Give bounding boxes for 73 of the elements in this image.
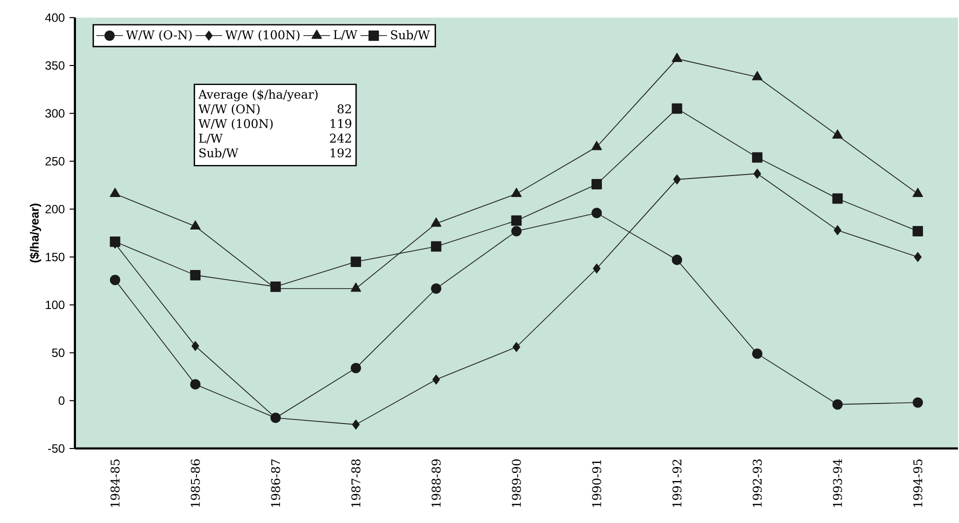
y-axis-title: ($/ha/year) [30, 203, 42, 262]
annotation: L/W [199, 134, 223, 144]
point [511, 215, 522, 226]
point [110, 188, 120, 197]
point [350, 362, 362, 374]
annotation: 242 [330, 133, 351, 142]
point [190, 270, 201, 280]
y-tick-label: 150 [46, 252, 64, 262]
annotation: 82 [338, 104, 351, 114]
point [914, 252, 922, 262]
point [352, 419, 360, 430]
x-tick-label: 1994-95 [913, 459, 922, 507]
annotation: W/W (100N) [198, 118, 273, 130]
legend-label: W/W (O-N) [126, 30, 192, 41]
y-tick-label: 200 [45, 204, 64, 214]
x-tick-label: 1985-86 [190, 459, 200, 507]
annotation: 192 [330, 148, 351, 158]
point [832, 399, 843, 410]
legend-label: L/W [334, 30, 358, 40]
annotation: 119 [330, 118, 352, 128]
point [190, 378, 201, 390]
point [752, 70, 762, 80]
point [912, 226, 923, 236]
y-tick-label: 350 [45, 61, 64, 70]
y-tick-label: 300 [45, 108, 64, 118]
annotation: Average ($/ha/year) [198, 89, 318, 102]
point [511, 188, 522, 197]
point [432, 374, 440, 384]
point [592, 178, 602, 190]
point [350, 282, 362, 292]
point [912, 188, 924, 197]
point [753, 168, 762, 178]
point [591, 140, 602, 150]
x-tick-label: 1991-92 [672, 460, 682, 507]
point [912, 397, 923, 408]
point [430, 241, 442, 252]
point [752, 152, 762, 162]
point [430, 283, 442, 294]
point [834, 225, 842, 235]
point [672, 52, 682, 62]
point [672, 103, 682, 114]
point [832, 129, 843, 138]
point [672, 254, 682, 265]
x-tick-label: 1993-94 [832, 458, 842, 507]
point [592, 263, 600, 274]
point [350, 256, 362, 267]
legend-label: Sub/W [391, 30, 430, 40]
y-tick-label: 50 [52, 348, 64, 357]
annotation: Sub/W [199, 148, 238, 158]
x-tick-label: 1986-87 [271, 459, 280, 507]
y-tick-label: 0 [58, 396, 64, 405]
point [673, 174, 681, 184]
point [110, 274, 120, 285]
x-tick-label: 1988-89 [432, 459, 441, 507]
point [512, 342, 520, 352]
point [192, 340, 200, 351]
point [430, 217, 442, 226]
annotation: W/W (ON) [198, 104, 260, 115]
legend-label: W/W (100N) [225, 30, 300, 41]
point [832, 193, 843, 204]
x-tick-label: 1990-91 [592, 460, 602, 507]
x-tick-label: 1992-93 [752, 459, 762, 507]
y-tick-label: -50 [48, 444, 64, 453]
x-tick-label: 1984-85 [110, 459, 120, 507]
point [592, 208, 602, 218]
y-tick-label: 250 [45, 156, 64, 166]
y-tick-label: 400 [45, 13, 64, 22]
x-tick-label: 1987-88 [351, 459, 360, 507]
point [190, 220, 201, 230]
y-tick-label: 100 [46, 300, 64, 309]
point [752, 348, 762, 359]
x-tick-label: 1989-90 [512, 459, 521, 507]
point [511, 226, 522, 236]
